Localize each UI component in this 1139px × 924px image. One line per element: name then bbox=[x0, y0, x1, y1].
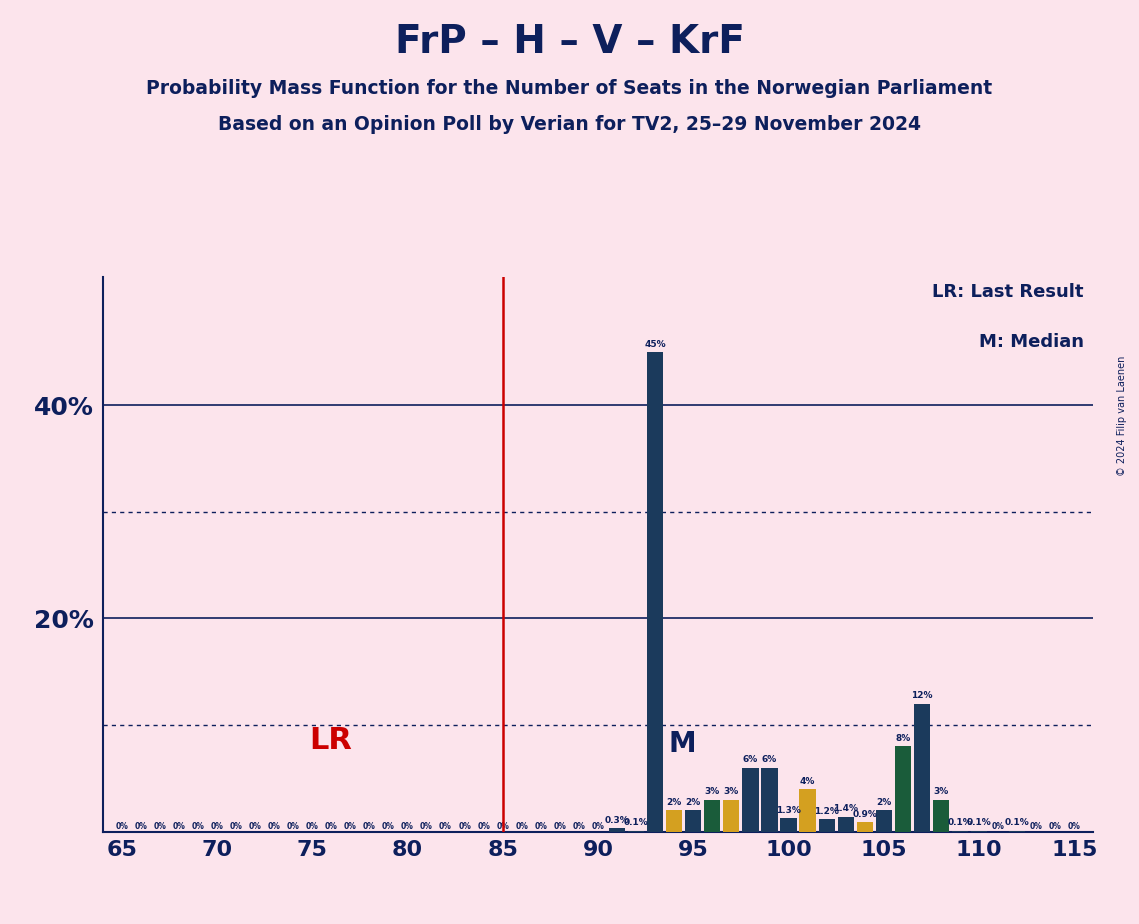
Text: 0.1%: 0.1% bbox=[624, 819, 648, 827]
Text: 3%: 3% bbox=[705, 787, 720, 796]
Bar bbox=[761, 768, 778, 832]
Text: 0%: 0% bbox=[1068, 821, 1081, 831]
Text: 0%: 0% bbox=[1030, 821, 1042, 831]
Text: 3%: 3% bbox=[723, 787, 739, 796]
Text: 6%: 6% bbox=[743, 756, 759, 764]
Text: 0%: 0% bbox=[554, 821, 566, 831]
Text: 0%: 0% bbox=[534, 821, 547, 831]
Text: 0.1%: 0.1% bbox=[967, 819, 991, 827]
Text: 0%: 0% bbox=[268, 821, 280, 831]
Text: 0%: 0% bbox=[573, 821, 585, 831]
Bar bbox=[933, 799, 949, 832]
Bar bbox=[913, 704, 931, 832]
Text: Based on an Opinion Poll by Verian for TV2, 25–29 November 2024: Based on an Opinion Poll by Verian for T… bbox=[218, 116, 921, 135]
Text: 0%: 0% bbox=[154, 821, 166, 831]
Bar bbox=[876, 810, 892, 832]
Text: 4%: 4% bbox=[800, 777, 816, 785]
Text: 0%: 0% bbox=[191, 821, 204, 831]
Bar bbox=[723, 799, 739, 832]
Text: LR: Last Result: LR: Last Result bbox=[932, 283, 1083, 300]
Text: 0%: 0% bbox=[287, 821, 300, 831]
Text: 45%: 45% bbox=[645, 340, 666, 348]
Text: 0%: 0% bbox=[1049, 821, 1062, 831]
Text: 0%: 0% bbox=[992, 821, 1005, 831]
Text: 0%: 0% bbox=[497, 821, 509, 831]
Bar bbox=[780, 818, 796, 832]
Bar bbox=[800, 789, 816, 832]
Text: 0%: 0% bbox=[401, 821, 413, 831]
Text: 8%: 8% bbox=[895, 734, 910, 743]
Bar bbox=[895, 747, 911, 832]
Text: 1.4%: 1.4% bbox=[834, 805, 858, 813]
Text: 6%: 6% bbox=[762, 756, 777, 764]
Bar bbox=[837, 817, 854, 832]
Bar bbox=[666, 810, 682, 832]
Bar bbox=[1009, 831, 1025, 832]
Text: 1.2%: 1.2% bbox=[814, 807, 839, 816]
Text: 2%: 2% bbox=[666, 798, 682, 807]
Text: 0%: 0% bbox=[172, 821, 186, 831]
Text: FrP – H – V – KrF: FrP – H – V – KrF bbox=[394, 23, 745, 61]
Text: M: Median: M: Median bbox=[978, 333, 1083, 350]
Text: 0%: 0% bbox=[344, 821, 357, 831]
Text: 0.1%: 0.1% bbox=[948, 819, 973, 827]
Text: M: M bbox=[669, 730, 696, 759]
Text: 3%: 3% bbox=[933, 787, 949, 796]
Text: 0%: 0% bbox=[515, 821, 528, 831]
Text: 0%: 0% bbox=[363, 821, 376, 831]
Text: Probability Mass Function for the Number of Seats in the Norwegian Parliament: Probability Mass Function for the Number… bbox=[147, 79, 992, 98]
Text: 0%: 0% bbox=[211, 821, 223, 831]
Bar bbox=[704, 799, 720, 832]
Text: 0%: 0% bbox=[248, 821, 261, 831]
Text: 0.9%: 0.9% bbox=[852, 809, 877, 819]
Bar bbox=[628, 831, 645, 832]
Text: 0%: 0% bbox=[458, 821, 472, 831]
Bar bbox=[686, 810, 702, 832]
Text: 0%: 0% bbox=[134, 821, 147, 831]
Text: 2%: 2% bbox=[876, 798, 892, 807]
Text: 2%: 2% bbox=[686, 798, 700, 807]
Text: 0%: 0% bbox=[477, 821, 490, 831]
Text: 0%: 0% bbox=[440, 821, 452, 831]
Text: LR: LR bbox=[310, 726, 353, 756]
Bar bbox=[857, 822, 872, 832]
Bar bbox=[819, 819, 835, 832]
Text: 0.1%: 0.1% bbox=[1005, 819, 1030, 827]
Bar bbox=[609, 829, 625, 832]
Bar bbox=[743, 768, 759, 832]
Text: 0%: 0% bbox=[115, 821, 128, 831]
Bar bbox=[647, 352, 663, 832]
Text: 12%: 12% bbox=[911, 691, 933, 700]
Bar bbox=[952, 831, 968, 832]
Text: 0%: 0% bbox=[229, 821, 243, 831]
Text: 0%: 0% bbox=[382, 821, 395, 831]
Text: 0%: 0% bbox=[305, 821, 319, 831]
Text: 1.3%: 1.3% bbox=[776, 806, 801, 815]
Bar bbox=[972, 831, 988, 832]
Text: 0.3%: 0.3% bbox=[605, 816, 630, 825]
Text: © 2024 Filip van Laenen: © 2024 Filip van Laenen bbox=[1117, 356, 1126, 476]
Text: 0%: 0% bbox=[420, 821, 433, 831]
Text: 0%: 0% bbox=[325, 821, 337, 831]
Text: 0%: 0% bbox=[591, 821, 605, 831]
